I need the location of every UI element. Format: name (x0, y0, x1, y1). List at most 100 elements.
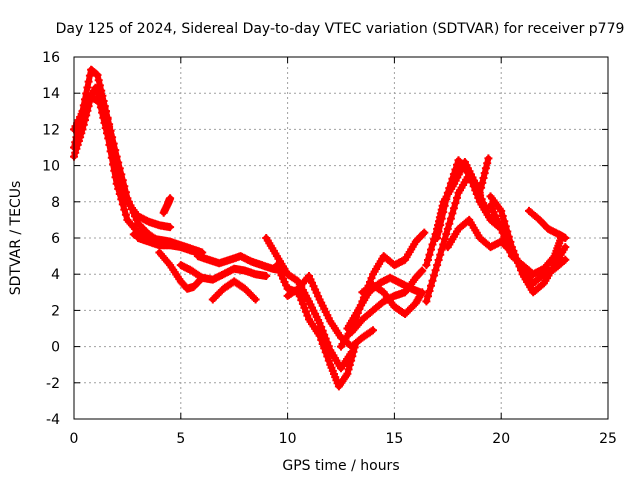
data-point (477, 195, 486, 204)
data-point (343, 369, 352, 378)
x-axis-ticks: 0 5 10 15 20 25 (70, 57, 617, 447)
data-point (348, 352, 357, 361)
data-point (422, 261, 431, 270)
data-point (315, 331, 324, 340)
data-point (448, 209, 457, 218)
series-sat-Q (358, 281, 427, 318)
data-point (480, 203, 489, 211)
data-point (317, 335, 326, 344)
data-point (303, 311, 312, 320)
data-point (300, 303, 309, 312)
data-point (320, 344, 329, 353)
data-point (442, 195, 451, 204)
data-point (112, 179, 121, 188)
series-sat-F (134, 234, 204, 257)
data-point (321, 348, 330, 357)
data-point (446, 214, 455, 223)
x-tick-label: 5 (176, 431, 185, 447)
plot-frame (73, 56, 609, 420)
data-point (250, 294, 258, 302)
data-point (109, 139, 118, 148)
data-point (440, 235, 449, 244)
data-point (445, 184, 454, 193)
data-point (79, 120, 88, 129)
data-point (501, 236, 510, 245)
y-tick-label: 16 (42, 50, 60, 66)
data-point (561, 255, 570, 264)
data-point (74, 137, 83, 145)
series-sat-D (159, 194, 175, 217)
data-point (114, 158, 123, 167)
data-point (118, 200, 127, 209)
chart-title: Day 125 of 2024, Sidereal Day-to-day VTE… (56, 21, 625, 37)
data-point (449, 170, 458, 179)
data-point (440, 201, 449, 210)
x-tick-label: 25 (599, 431, 617, 447)
data-point (500, 232, 509, 241)
data-point (103, 113, 112, 122)
data-point (449, 204, 458, 213)
data-point (419, 229, 428, 238)
data-point (477, 183, 486, 192)
data-point (114, 184, 123, 193)
data-point (83, 83, 92, 92)
data-point (77, 129, 86, 138)
data-point (111, 173, 120, 182)
data-point (428, 240, 437, 249)
x-axis-label: GPS time / hours (282, 458, 399, 474)
y-tick-label: 4 (51, 267, 60, 283)
data-point (262, 272, 271, 280)
data-point (369, 326, 377, 335)
data-point (437, 214, 446, 223)
data-point (324, 356, 333, 365)
data-point (301, 307, 310, 316)
x-tick-label: 0 (70, 431, 79, 447)
data-point (483, 159, 492, 168)
data-point (418, 266, 427, 275)
series-sat-H (176, 261, 271, 284)
data-point (71, 148, 80, 157)
data-point (506, 248, 515, 257)
data-point (317, 322, 326, 331)
data-point (76, 133, 85, 142)
data-point (93, 71, 102, 80)
data-point (166, 194, 175, 203)
y-tick-label: 2 (51, 303, 60, 319)
y-tick-label: -4 (46, 412, 60, 428)
data-point (115, 190, 124, 198)
data-point (436, 250, 445, 259)
data-point (497, 224, 506, 233)
y-axis-ticks: -4 -2 0 2 4 6 8 10 12 14 16 (42, 50, 608, 428)
data-point (120, 205, 129, 214)
data-point (425, 287, 434, 295)
data-point (105, 120, 114, 129)
data-point (106, 126, 115, 135)
data-point (318, 340, 327, 348)
data-point (443, 188, 452, 197)
data-point (117, 170, 126, 179)
data-point (108, 133, 117, 142)
data-point (427, 281, 435, 290)
data-point (102, 107, 110, 116)
data-point (367, 274, 376, 283)
data-point (479, 199, 488, 208)
data-point (347, 356, 356, 365)
data-point (446, 179, 455, 188)
data-point (561, 243, 570, 252)
data-point (128, 205, 136, 213)
series-sat-J (208, 277, 260, 304)
data-point (120, 182, 129, 191)
data-point (121, 210, 130, 219)
y-tick-label: 8 (51, 195, 60, 211)
data-point (418, 288, 427, 297)
data-point (433, 234, 442, 242)
data-point (344, 365, 353, 374)
data-point (427, 245, 435, 254)
data-point (453, 193, 461, 202)
data-point (111, 146, 120, 155)
data-point (437, 245, 446, 254)
data-point (112, 152, 121, 161)
data-point (115, 164, 124, 173)
data-point (451, 199, 460, 208)
